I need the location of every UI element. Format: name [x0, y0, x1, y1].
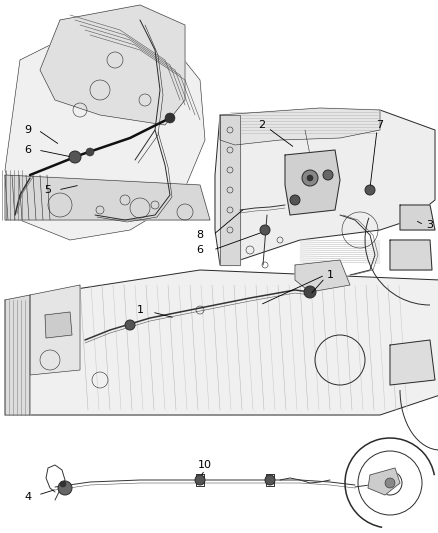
Circle shape [265, 475, 275, 485]
Polygon shape [220, 115, 240, 265]
Circle shape [307, 175, 313, 181]
Text: 8: 8 [196, 230, 204, 240]
Text: 1: 1 [326, 270, 333, 280]
Circle shape [86, 148, 94, 156]
Polygon shape [368, 468, 400, 495]
Polygon shape [30, 285, 80, 375]
Polygon shape [285, 150, 340, 215]
Circle shape [365, 185, 375, 195]
Polygon shape [5, 270, 438, 415]
Text: 2: 2 [258, 120, 265, 130]
Text: 6: 6 [25, 145, 32, 155]
Circle shape [69, 151, 81, 163]
Text: 3: 3 [427, 220, 434, 230]
Text: 5: 5 [45, 185, 52, 195]
Polygon shape [390, 340, 435, 385]
Circle shape [302, 170, 318, 186]
Circle shape [385, 478, 395, 488]
Circle shape [125, 320, 135, 330]
Polygon shape [215, 110, 435, 265]
Circle shape [60, 481, 66, 487]
Polygon shape [5, 20, 205, 240]
Circle shape [290, 195, 300, 205]
Polygon shape [220, 108, 380, 145]
Text: 10: 10 [198, 460, 212, 470]
Circle shape [260, 225, 270, 235]
Text: 1: 1 [137, 305, 144, 315]
Polygon shape [5, 295, 30, 415]
Text: 9: 9 [25, 125, 32, 135]
Text: 6: 6 [197, 245, 204, 255]
Polygon shape [45, 312, 72, 338]
Polygon shape [295, 260, 350, 292]
Polygon shape [390, 240, 432, 270]
Polygon shape [40, 5, 185, 125]
Circle shape [165, 113, 175, 123]
Text: 4: 4 [25, 492, 32, 502]
Text: 7: 7 [376, 120, 384, 130]
Polygon shape [400, 205, 435, 230]
Circle shape [323, 170, 333, 180]
Circle shape [304, 286, 316, 298]
Polygon shape [5, 175, 210, 220]
Circle shape [195, 475, 205, 485]
Circle shape [58, 481, 72, 495]
